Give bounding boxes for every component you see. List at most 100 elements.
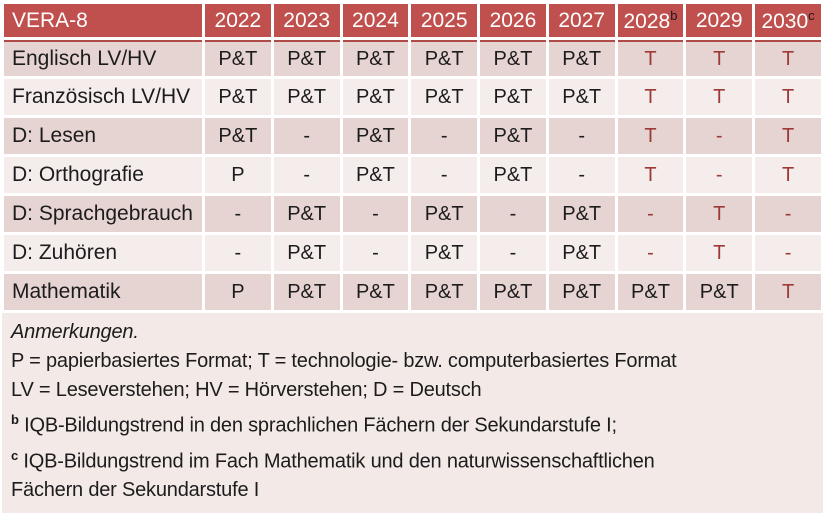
format-cell: P&T — [548, 79, 615, 115]
header-row: VERA-8 2022 2023 2024 2025 2026 2027 2028b 2029… — [4, 4, 821, 37]
format-cell: - — [205, 235, 271, 271]
table-row: Französisch LV/HV P&T P&T P&T P&T P&T P&T T T T — [4, 79, 821, 115]
format-cell: - — [273, 118, 340, 154]
year-column-header-2027: 2027 — [548, 4, 615, 37]
format-cell: T — [755, 118, 821, 154]
table-row: D: Orthografie P - P&T - P&T - T - T — [4, 157, 821, 193]
note-line: b IQB-Bildungstrend in den sprachlichen … — [11, 412, 617, 437]
table-body: Englisch LV/HV P&T P&T P&T P&T P&T P&T T T T Franz… — [4, 40, 821, 310]
note-line: P = papierbasiertes Format; T = technolo… — [11, 350, 677, 372]
year-footnote-marker: b — [670, 7, 678, 23]
table-row: D: Lesen P&T - P&T - P&T - T - T — [4, 118, 821, 154]
format-cell: T — [686, 40, 753, 76]
year-column-header-2025: 2025 — [411, 4, 478, 37]
format-cell: P&T — [342, 40, 409, 76]
year-column-header-2026: 2026 — [480, 4, 546, 37]
format-cell: P&T — [205, 40, 271, 76]
notes-lines: P = papierbasiertes Format; T = technolo… — [11, 347, 814, 505]
format-cell: - — [548, 157, 615, 193]
row-label: D: Zuhören — [4, 235, 202, 271]
table-row: D: Sprachgebrauch - P&T - P&T - P&T - T - — [4, 196, 821, 232]
format-cell: P&T — [548, 40, 615, 76]
format-cell: - — [411, 157, 478, 193]
format-cell: P&T — [342, 274, 409, 310]
format-cell: - — [755, 196, 821, 232]
year-footnote-marker: c — [808, 7, 815, 23]
table-title-cell: VERA-8 — [4, 4, 202, 37]
format-cell: P&T — [548, 235, 615, 271]
format-cell: P&T — [411, 196, 478, 232]
notes-section: Anmerkungen. P = papierbasiertes Format;… — [2, 313, 823, 513]
format-cell: - — [480, 235, 546, 271]
format-cell: P&T — [273, 235, 340, 271]
format-cell: T — [617, 79, 684, 115]
format-cell: - — [205, 196, 271, 232]
format-cell: P — [205, 274, 271, 310]
format-cell: T — [686, 79, 753, 115]
format-cell: P&T — [411, 40, 478, 76]
format-cell: T — [617, 157, 684, 193]
format-cell: - — [411, 118, 478, 154]
format-cell: P&T — [480, 274, 546, 310]
note-footnote-marker: b — [11, 412, 19, 427]
format-cell: - — [480, 196, 546, 232]
year-column-header-2023: 2023 — [273, 4, 340, 37]
note-line: Fächern der Sekundarstufe I — [11, 479, 260, 502]
format-cell: T — [755, 40, 821, 76]
year-column-header-2028: 2028b — [617, 4, 684, 37]
row-label: Französisch LV/HV — [4, 79, 202, 115]
table-row: Mathematik P P&T P&T P&T P&T P&T P&T P&T T — [4, 274, 821, 310]
format-cell: P&T — [273, 79, 340, 115]
vera8-schedule-table: VERA-8 2022 2023 2024 2025 2026 2027 2028b 2029… — [1, 1, 824, 313]
format-cell: P&T — [205, 79, 271, 115]
format-cell: - — [273, 157, 340, 193]
format-cell: P&T — [342, 118, 409, 154]
format-cell: P&T — [205, 118, 271, 154]
format-cell: P — [205, 157, 271, 193]
table-row: Englisch LV/HV P&T P&T P&T P&T P&T P&T T T T — [4, 40, 821, 76]
format-cell: T — [617, 40, 684, 76]
format-cell: P&T — [548, 196, 615, 232]
format-cell: P&T — [480, 118, 546, 154]
format-cell: - — [617, 196, 684, 232]
year-column-header-2029: 2029 — [686, 4, 753, 37]
format-cell: P&T — [411, 79, 478, 115]
note-footnote-marker: c — [11, 447, 19, 463]
format-cell: P&T — [273, 40, 340, 76]
format-cell: T — [686, 235, 753, 271]
format-cell: T — [755, 79, 821, 115]
table-header: VERA-8 2022 2023 2024 2025 2026 2027 2028b 2029… — [4, 4, 821, 37]
format-cell: - — [342, 235, 409, 271]
format-cell: - — [686, 118, 753, 154]
note-line: c IQB-Bildungstrend im Fach Mathematik u… — [11, 447, 655, 473]
row-label: Englisch LV/HV — [4, 40, 202, 76]
format-cell: P&T — [480, 40, 546, 76]
format-cell: T — [617, 118, 684, 154]
row-label: Mathematik — [4, 274, 202, 310]
format-cell: - — [548, 118, 615, 154]
format-cell: T — [686, 196, 753, 232]
format-cell: P&T — [411, 235, 478, 271]
format-cell: - — [617, 235, 684, 271]
format-cell: P&T — [273, 274, 340, 310]
format-cell: P&T — [686, 274, 753, 310]
format-cell: P&T — [273, 196, 340, 232]
note-line: LV = Leseverstehen; HV = Hörverstehen; D… — [11, 379, 482, 401]
format-cell: T — [755, 157, 821, 193]
row-label: D: Orthografie — [4, 157, 202, 193]
format-cell: P&T — [480, 157, 546, 193]
format-cell: - — [755, 235, 821, 271]
year-column-header-2030: 2030c — [755, 4, 821, 37]
format-cell: P&T — [411, 274, 478, 310]
row-label: D: Lesen — [4, 118, 202, 154]
format-cell: - — [686, 157, 753, 193]
notes-title: Anmerkungen. — [11, 321, 139, 343]
table-row: D: Zuhören - P&T - P&T - P&T - T - — [4, 235, 821, 271]
year-column-header-2022: 2022 — [205, 4, 271, 37]
format-cell: - — [342, 196, 409, 232]
format-cell: P&T — [342, 157, 409, 193]
format-cell: P&T — [617, 274, 684, 310]
year-column-header-2024: 2024 — [342, 4, 409, 37]
format-cell: P&T — [480, 79, 546, 115]
